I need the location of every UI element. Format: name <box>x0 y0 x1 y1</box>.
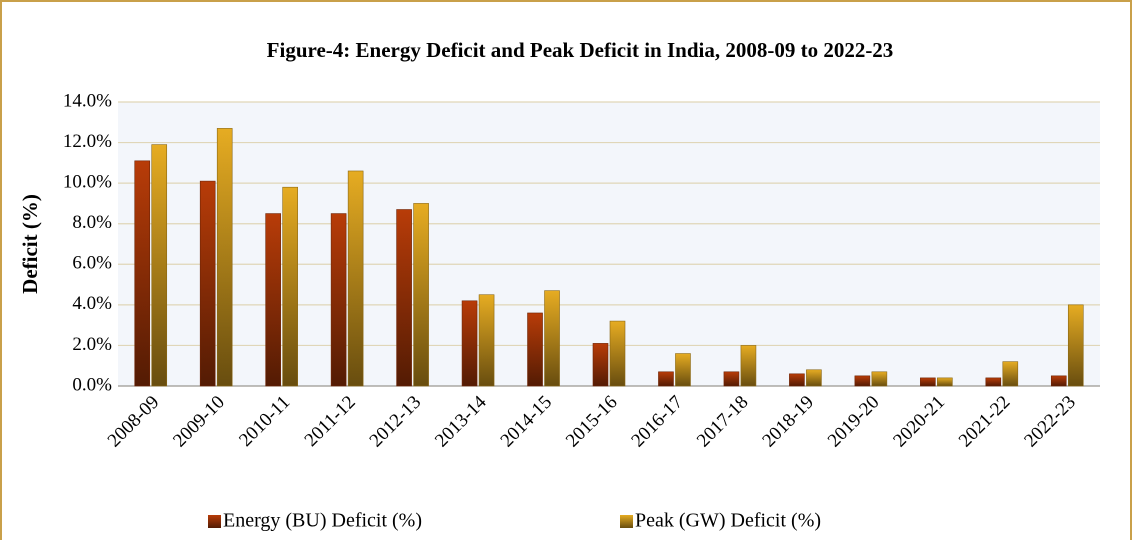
y-tick-label: 2.0% <box>72 334 112 355</box>
bar <box>265 213 281 387</box>
bar <box>937 377 953 387</box>
bar <box>854 375 871 387</box>
legend-label: Energy (BU) Deficit (%) <box>223 510 422 532</box>
bar <box>199 180 216 387</box>
bar <box>347 170 364 387</box>
x-tick-label: 2009-10 <box>169 392 229 452</box>
bar <box>789 373 805 387</box>
bar <box>282 186 298 387</box>
y-tick-label: 6.0% <box>72 253 112 274</box>
x-tick-label: 2010-11 <box>235 392 294 451</box>
x-tick-label: 2020-21 <box>889 392 949 452</box>
x-tick-label: 2011-12 <box>301 392 360 451</box>
bar <box>985 377 1002 387</box>
legend-swatch <box>208 515 221 528</box>
y-tick-label: 14.0% <box>63 90 112 111</box>
bar <box>216 128 233 387</box>
y-axis-title: Deficit (%) <box>18 194 42 294</box>
x-tick-label: 2019-20 <box>824 392 884 452</box>
bar <box>134 160 151 387</box>
bar <box>609 320 626 387</box>
legend-swatch <box>620 515 633 528</box>
bar <box>544 290 560 387</box>
x-tick-label: 2016-17 <box>627 392 687 452</box>
legend-label: Peak (GW) Deficit (%) <box>635 510 821 532</box>
chart-title: Figure-4: Energy Deficit and Peak Defici… <box>267 38 894 62</box>
x-tick-label: 2008-09 <box>104 392 164 452</box>
bar <box>675 353 691 387</box>
x-tick-label: 2022-23 <box>1020 392 1080 452</box>
y-tick-label: 10.0% <box>63 172 112 193</box>
bar <box>478 294 495 387</box>
x-tick-label: 2021-22 <box>955 392 1015 452</box>
bar <box>151 144 168 387</box>
y-tick-label: 8.0% <box>72 212 112 233</box>
x-tick-label: 2017-18 <box>693 392 753 452</box>
bar <box>527 312 543 387</box>
x-tick-label: 2012-13 <box>366 392 426 452</box>
bar <box>396 209 412 387</box>
bar <box>592 343 609 387</box>
y-tick-label: 12.0% <box>63 131 112 152</box>
bar <box>740 345 757 387</box>
y-tick-label: 4.0% <box>72 293 112 314</box>
bar <box>461 300 478 387</box>
bar <box>920 377 936 387</box>
plot-area <box>118 102 1100 386</box>
bar <box>1067 304 1084 387</box>
x-tick-label: 2015-16 <box>562 392 622 452</box>
bar <box>1002 361 1019 387</box>
x-tick-label: 2013-14 <box>431 391 491 451</box>
y-tick-label: 0.0% <box>72 374 112 395</box>
bar <box>806 369 822 387</box>
bar <box>723 371 740 387</box>
bar <box>871 371 888 387</box>
bar <box>1050 375 1067 387</box>
x-tick-label: 2018-19 <box>758 392 818 452</box>
bar <box>658 371 674 387</box>
bar <box>330 213 347 387</box>
bar <box>413 203 429 387</box>
x-tick-label: 2014-15 <box>497 392 557 452</box>
